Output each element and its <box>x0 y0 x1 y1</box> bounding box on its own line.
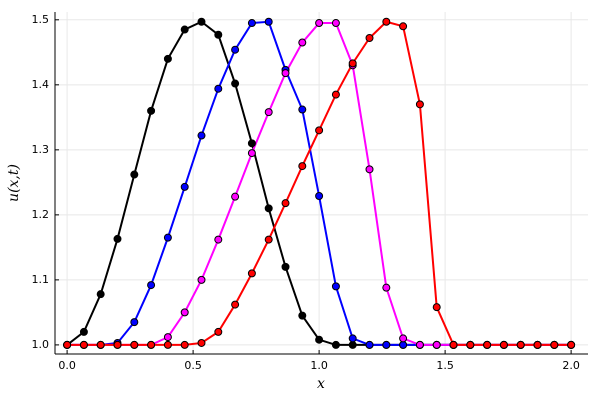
x-tick-label: 1.5 <box>436 359 454 372</box>
y-tick-label: 1.4 <box>32 78 50 91</box>
data-point <box>449 340 458 349</box>
data-point <box>382 340 391 349</box>
data-point <box>231 79 240 88</box>
data-point <box>163 333 172 342</box>
data-point <box>298 311 307 320</box>
data-point <box>247 149 256 158</box>
data-point <box>315 19 324 28</box>
data-point <box>130 170 139 179</box>
data-point <box>365 34 374 43</box>
y-tick-label: 1.3 <box>32 143 50 156</box>
data-point <box>113 234 122 243</box>
data-point <box>399 340 408 349</box>
data-point <box>331 90 340 99</box>
data-point <box>247 19 256 28</box>
data-point <box>231 300 240 309</box>
data-point <box>147 106 156 115</box>
data-point <box>264 235 273 244</box>
data-point <box>214 235 223 244</box>
data-point <box>399 22 408 31</box>
data-point <box>399 334 408 343</box>
data-point <box>79 327 88 336</box>
x-tick-label: 1.0 <box>310 359 328 372</box>
data-point <box>298 105 307 114</box>
data-point <box>96 340 105 349</box>
data-point <box>331 19 340 28</box>
y-tick-label: 1.1 <box>32 273 50 286</box>
data-point <box>348 340 357 349</box>
y-axis-label: u(x,t) <box>6 164 22 202</box>
data-point <box>264 204 273 213</box>
data-point <box>382 17 391 26</box>
data-point <box>197 17 206 26</box>
data-point <box>163 233 172 242</box>
data-point <box>264 17 273 26</box>
data-point <box>550 340 559 349</box>
data-point <box>247 139 256 148</box>
data-point <box>247 269 256 278</box>
data-point <box>197 338 206 347</box>
data-point <box>197 275 206 284</box>
data-point <box>130 340 139 349</box>
data-point <box>163 54 172 63</box>
data-point <box>147 340 156 349</box>
data-point <box>180 182 189 191</box>
data-point <box>533 340 542 349</box>
data-point <box>113 340 122 349</box>
x-tick-label: 0.0 <box>58 359 76 372</box>
data-point <box>382 283 391 292</box>
y-tick-label: 1.0 <box>32 338 50 351</box>
data-point <box>331 282 340 291</box>
x-tick-label: 0.5 <box>184 359 202 372</box>
data-point <box>348 59 357 68</box>
data-point <box>180 340 189 349</box>
data-point <box>264 108 273 117</box>
data-point <box>231 45 240 54</box>
data-point <box>432 303 441 312</box>
x-tick-label: 2.0 <box>562 359 580 372</box>
data-point <box>298 162 307 171</box>
data-point <box>163 340 172 349</box>
data-point <box>415 340 424 349</box>
data-point <box>281 69 290 78</box>
data-point <box>96 290 105 299</box>
data-point <box>315 126 324 135</box>
data-point <box>348 334 357 343</box>
data-point <box>214 327 223 336</box>
data-point <box>315 192 324 201</box>
data-point <box>130 318 139 327</box>
data-point <box>466 340 475 349</box>
data-point <box>483 340 492 349</box>
data-point <box>214 84 223 93</box>
data-point <box>432 340 441 349</box>
data-point <box>315 335 324 344</box>
data-point <box>331 340 340 349</box>
data-point <box>516 340 525 349</box>
data-point <box>567 340 576 349</box>
y-tick-label: 1.5 <box>32 13 50 26</box>
data-point <box>214 30 223 39</box>
data-point <box>180 25 189 34</box>
data-point <box>147 281 156 290</box>
data-point <box>63 340 72 349</box>
x-axis-label: x <box>317 376 325 392</box>
data-point <box>79 340 88 349</box>
y-tick-label: 1.2 <box>32 208 50 221</box>
data-point <box>499 340 508 349</box>
data-point <box>365 165 374 174</box>
data-point <box>298 38 307 47</box>
data-point <box>231 192 240 201</box>
data-point <box>281 262 290 271</box>
data-point <box>415 100 424 109</box>
data-point <box>180 308 189 317</box>
data-point <box>365 340 374 349</box>
data-point <box>281 199 290 208</box>
data-point <box>197 131 206 140</box>
